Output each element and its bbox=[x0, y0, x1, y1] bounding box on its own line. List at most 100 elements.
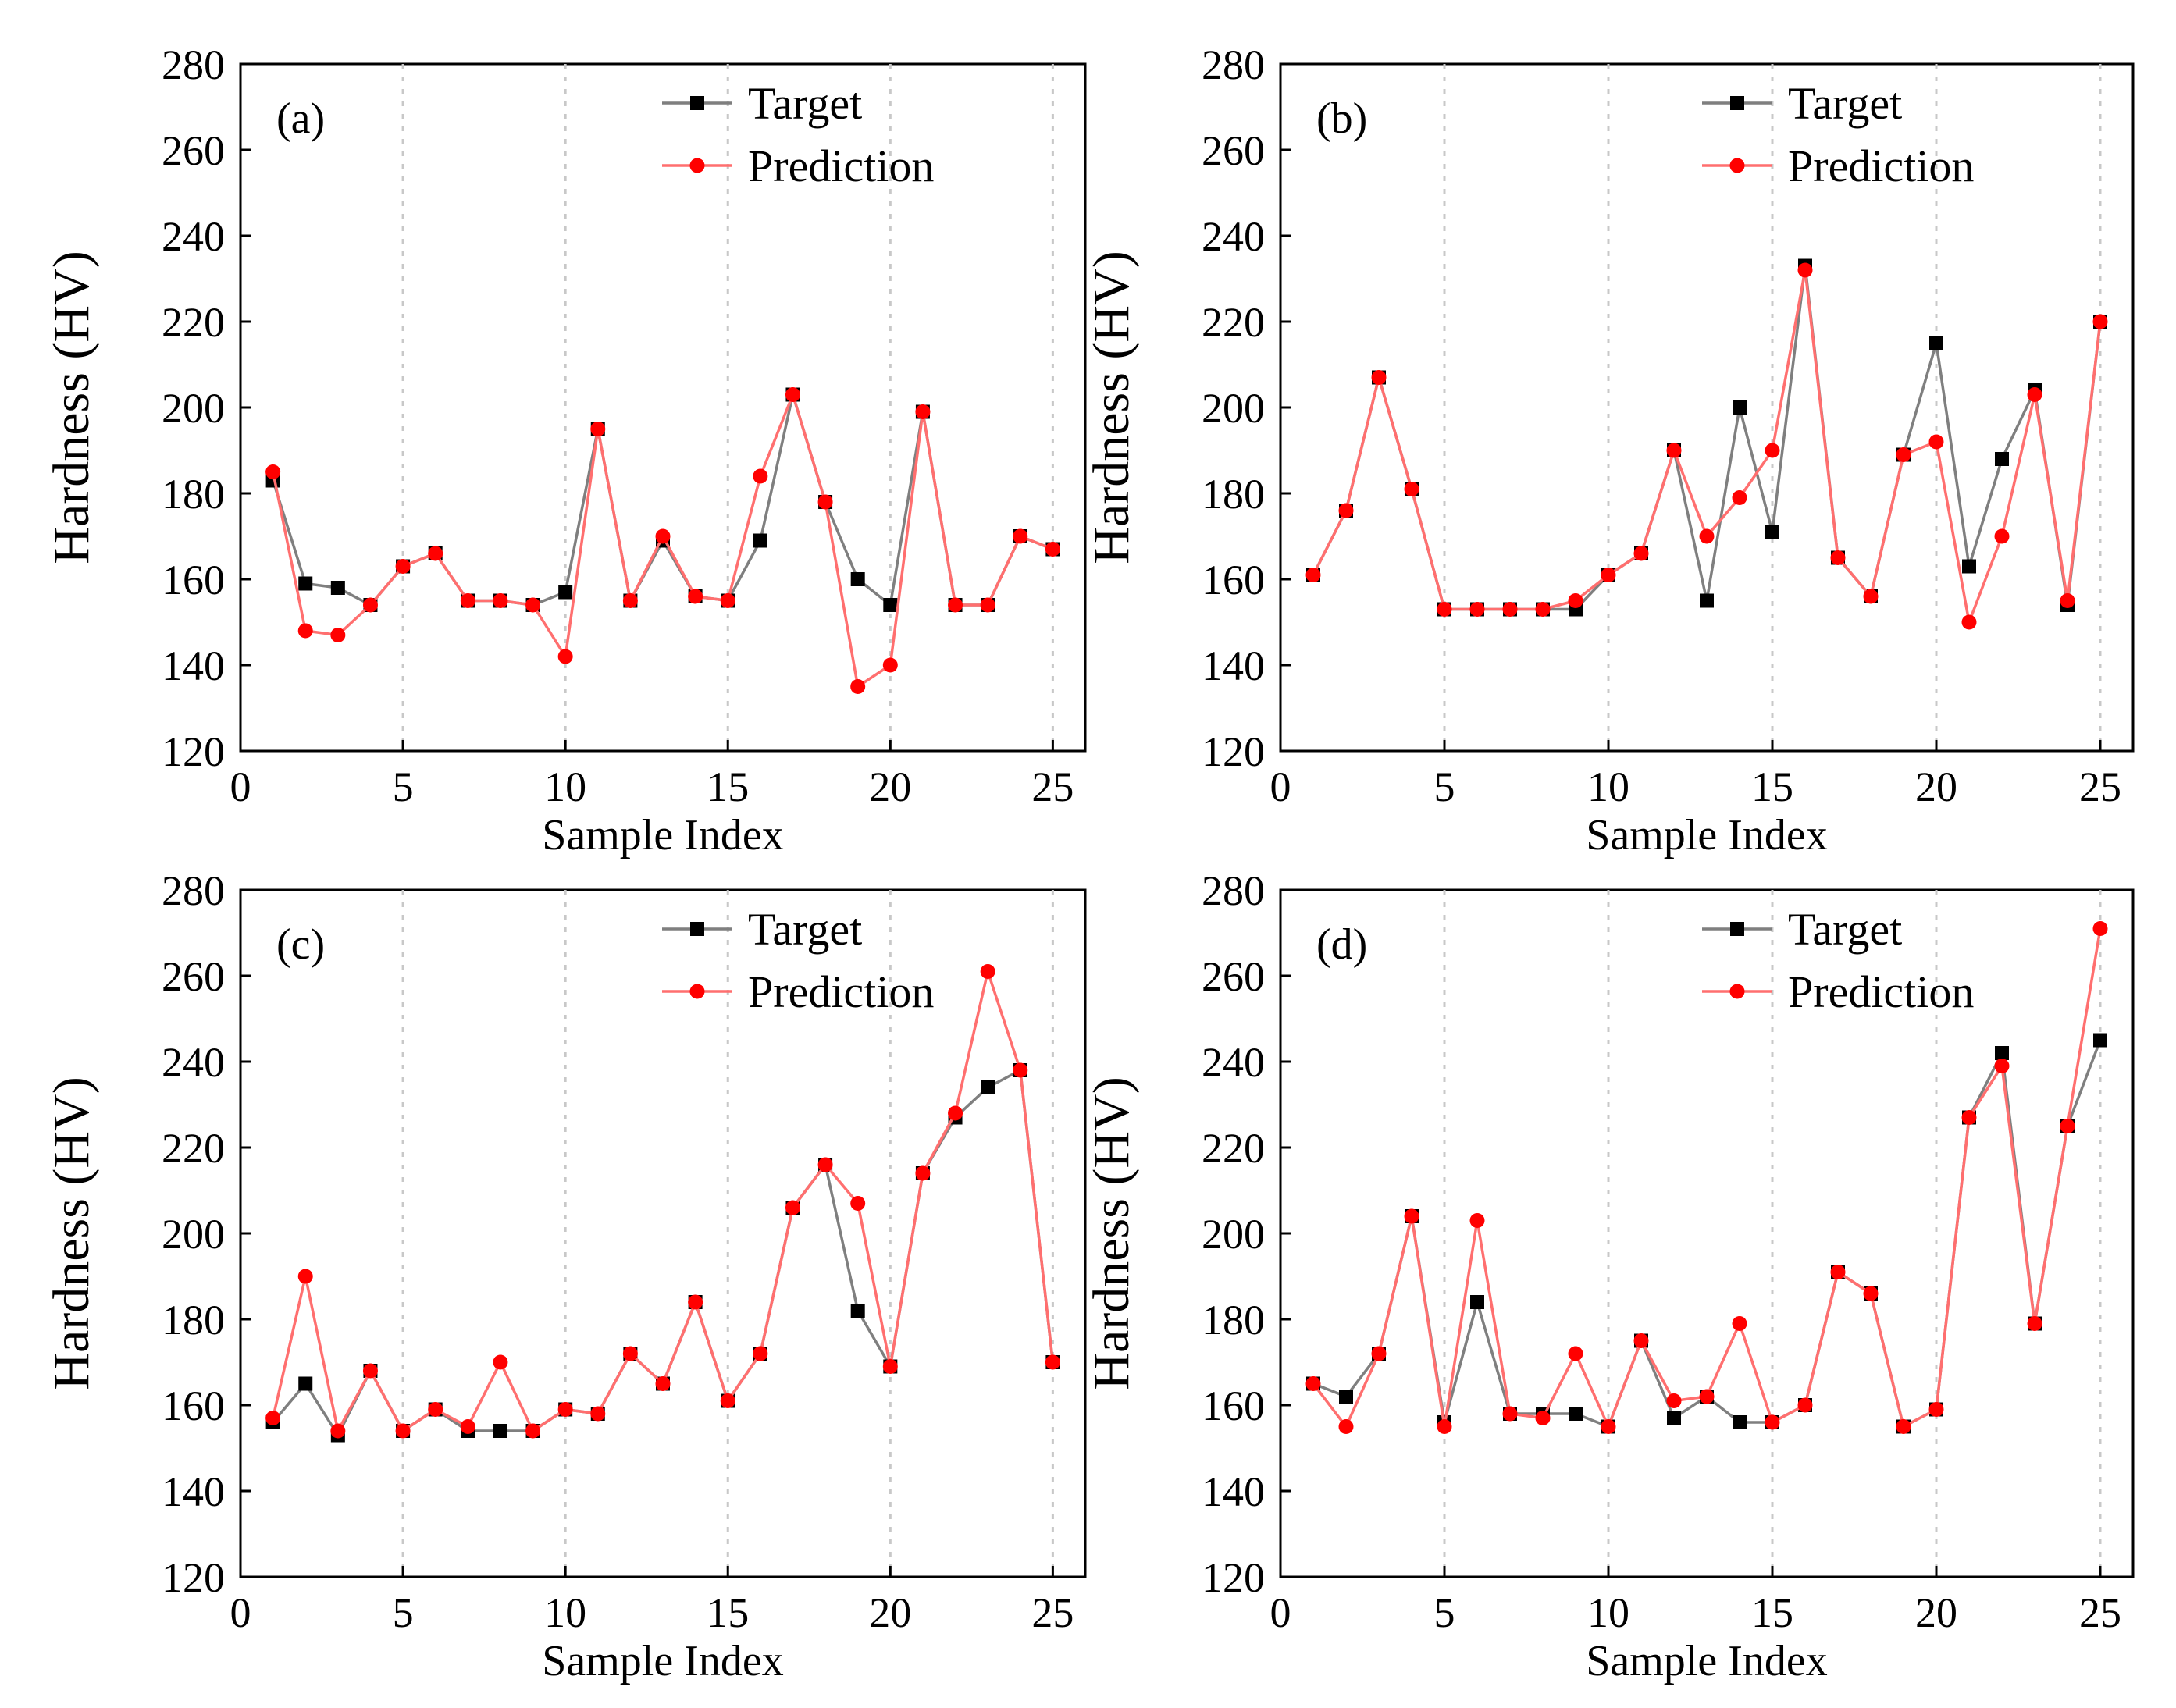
legend: Target Prediction bbox=[1702, 78, 1974, 191]
data-marks bbox=[265, 964, 1060, 1443]
data-point-prediction bbox=[557, 1402, 573, 1417]
y-tick-label: 120 bbox=[1202, 1554, 1265, 1601]
y-tick-label: 280 bbox=[1202, 41, 1265, 88]
panel-label: (c) bbox=[276, 920, 325, 969]
y-tick-label: 180 bbox=[1202, 1297, 1265, 1343]
x-tick-label: 20 bbox=[869, 1589, 911, 1636]
x-tick-label: 10 bbox=[544, 763, 586, 810]
axes: 0 5 10 15 20 25 120 140 160 180 200 220 240 260 280 bbox=[162, 41, 1074, 810]
data-point-prediction bbox=[1371, 1346, 1387, 1361]
data-point-target bbox=[298, 1376, 313, 1391]
data-marks bbox=[1305, 258, 2108, 630]
data-point-prediction bbox=[1601, 1419, 1616, 1434]
data-point-target bbox=[330, 581, 345, 595]
y-tick-label: 160 bbox=[1202, 1382, 1265, 1429]
data-point-prediction bbox=[980, 964, 995, 979]
y-tick-label: 200 bbox=[162, 1211, 225, 1258]
data-point-target bbox=[1733, 1415, 1747, 1429]
data-point-prediction bbox=[1013, 1062, 1028, 1078]
data-point-target bbox=[1765, 525, 1779, 539]
data-point-target bbox=[558, 585, 573, 600]
legend-marker-target bbox=[1730, 96, 1744, 110]
y-tick-label: 280 bbox=[162, 41, 225, 88]
data-point-prediction bbox=[948, 597, 963, 613]
data-point-prediction bbox=[590, 1406, 606, 1422]
data-point-target bbox=[1667, 1411, 1681, 1425]
data-point-prediction bbox=[1469, 1213, 1485, 1228]
data-point-prediction bbox=[882, 1359, 898, 1374]
data-point-target bbox=[753, 533, 767, 548]
data-point-prediction bbox=[1045, 1354, 1060, 1370]
x-tick-label: 0 bbox=[1270, 1589, 1291, 1636]
data-point-target bbox=[298, 576, 313, 591]
data-point-prediction bbox=[2027, 1316, 2042, 1331]
legend-label-target: Target bbox=[748, 78, 862, 129]
data-point-prediction bbox=[525, 597, 541, 613]
y-tick-label: 240 bbox=[162, 1039, 225, 1086]
panel-label: (b) bbox=[1316, 94, 1367, 143]
data-point-prediction bbox=[915, 1165, 931, 1181]
data-point-prediction bbox=[1765, 1414, 1780, 1430]
y-tick-label: 160 bbox=[162, 557, 225, 603]
panel-label: (a) bbox=[276, 94, 325, 143]
data-point-prediction bbox=[2092, 314, 2108, 329]
data-point-prediction bbox=[1797, 1397, 1813, 1413]
x-tick-label: 10 bbox=[544, 1589, 586, 1636]
y-tick-label: 140 bbox=[1202, 642, 1265, 689]
legend-marker-prediction bbox=[1729, 158, 1745, 173]
data-point-prediction bbox=[1502, 1406, 1518, 1422]
data-point-target bbox=[2093, 1033, 2107, 1048]
y-axis-label: Hardness (HV) bbox=[1083, 251, 1140, 564]
data-point-prediction bbox=[1666, 1393, 1682, 1408]
legend-marker-target bbox=[1730, 922, 1744, 936]
axes: 0 5 10 15 20 25 120 140 160 180 200 220 240 260 280 bbox=[162, 867, 1074, 1636]
series-line-target bbox=[271, 393, 1054, 607]
y-tick-label: 220 bbox=[1202, 299, 1265, 346]
data-point-prediction bbox=[1797, 262, 1813, 278]
data-marks bbox=[265, 387, 1060, 694]
axes: 0 5 10 15 20 25 120 140 160 180 200 220 240 260 280 bbox=[1202, 41, 2121, 810]
data-point-prediction bbox=[460, 593, 475, 608]
grid-lines bbox=[401, 64, 1054, 751]
y-tick-label: 180 bbox=[1202, 471, 1265, 518]
data-point-prediction bbox=[1568, 593, 1583, 608]
data-point-target bbox=[981, 1080, 995, 1094]
data-point-prediction bbox=[688, 1294, 703, 1310]
data-point-prediction bbox=[493, 593, 508, 608]
data-point-prediction bbox=[720, 593, 735, 608]
data-point-prediction bbox=[1961, 614, 1977, 630]
data-point-prediction bbox=[1961, 1110, 1977, 1125]
data-point-prediction bbox=[362, 1363, 378, 1379]
y-tick-label: 220 bbox=[162, 299, 225, 346]
x-tick-label: 10 bbox=[1587, 763, 1629, 810]
y-tick-label: 240 bbox=[162, 213, 225, 260]
data-point-prediction bbox=[1732, 1316, 1747, 1331]
data-point-prediction bbox=[1633, 546, 1649, 561]
panel-label: (d) bbox=[1316, 920, 1367, 969]
data-point-prediction bbox=[1928, 1402, 1944, 1417]
data-point-target bbox=[1700, 593, 1714, 608]
y-tick-label: 260 bbox=[162, 953, 225, 1000]
legend-marker-target bbox=[690, 922, 704, 936]
legend-label-prediction: Prediction bbox=[748, 966, 934, 1017]
x-axis-label: Sample Index bbox=[1586, 1637, 1827, 1685]
data-point-prediction bbox=[1437, 1419, 1452, 1434]
data-point-prediction bbox=[785, 387, 800, 402]
data-point-target bbox=[1995, 1046, 2009, 1060]
y-tick-label: 200 bbox=[162, 385, 225, 432]
x-tick-label: 15 bbox=[1751, 763, 1793, 810]
data-point-prediction bbox=[1633, 1333, 1649, 1348]
legend-label-prediction: Prediction bbox=[748, 141, 934, 191]
data-point-prediction bbox=[265, 1411, 281, 1425]
data-point-prediction bbox=[2092, 921, 2108, 936]
data-point-prediction bbox=[428, 546, 443, 561]
data-point-prediction bbox=[817, 1157, 833, 1172]
data-point-target bbox=[883, 598, 898, 612]
data-point-prediction bbox=[1666, 443, 1682, 458]
legend-label-prediction: Prediction bbox=[1788, 966, 1974, 1017]
data-point-prediction bbox=[297, 1269, 313, 1284]
data-point-prediction bbox=[980, 597, 995, 613]
data-point-prediction bbox=[1338, 1419, 1354, 1434]
data-point-prediction bbox=[1994, 528, 2010, 544]
y-tick-label: 160 bbox=[1202, 557, 1265, 603]
